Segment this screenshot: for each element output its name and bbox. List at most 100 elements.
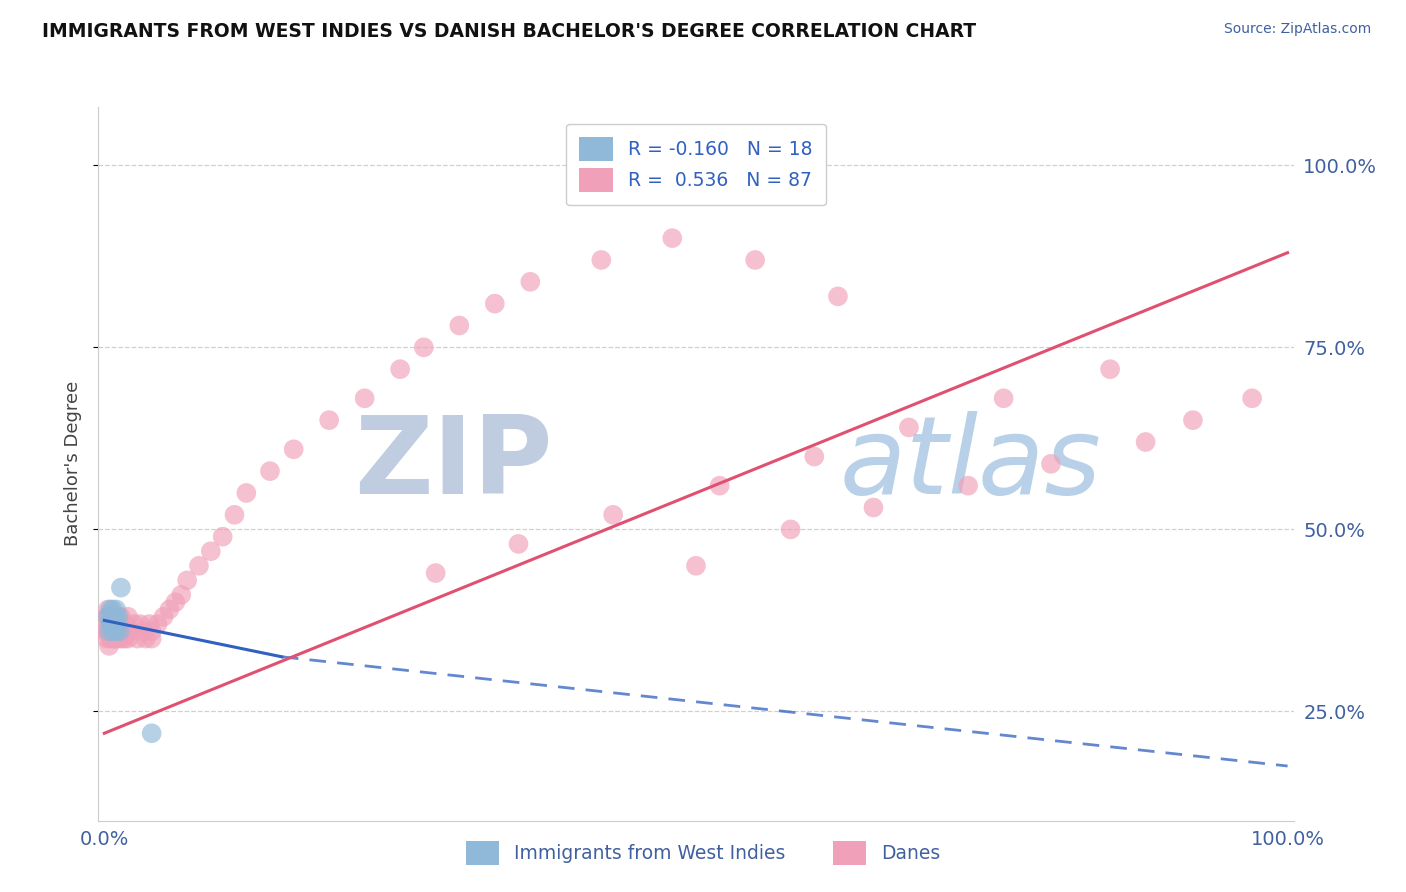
Point	[108, 617, 131, 632]
Point	[98, 639, 121, 653]
Point	[114, 617, 136, 632]
Point	[661, 231, 683, 245]
Point	[165, 595, 187, 609]
Point	[188, 558, 211, 573]
Point	[114, 632, 136, 646]
Point	[98, 609, 121, 624]
Point	[135, 632, 157, 646]
Point	[107, 609, 129, 624]
Point	[105, 609, 128, 624]
Point	[108, 624, 131, 639]
Point	[105, 632, 128, 646]
Point	[1181, 413, 1204, 427]
Text: Source: ZipAtlas.com: Source: ZipAtlas.com	[1223, 22, 1371, 37]
Point	[100, 617, 122, 632]
Point	[484, 296, 506, 310]
Point	[107, 617, 129, 632]
Point	[103, 632, 125, 646]
Point	[170, 588, 193, 602]
Point	[141, 632, 163, 646]
Point	[744, 252, 766, 267]
Point	[98, 624, 121, 639]
Point	[96, 609, 118, 624]
Point	[318, 413, 340, 427]
Point	[101, 624, 124, 639]
Point	[127, 632, 149, 646]
Point	[96, 632, 118, 646]
Point	[508, 537, 530, 551]
Point	[112, 624, 135, 639]
Point	[104, 617, 127, 632]
Point	[103, 617, 125, 632]
Point	[122, 617, 145, 632]
Point	[111, 632, 134, 646]
Point	[141, 624, 163, 639]
Point	[100, 617, 122, 632]
Point	[993, 392, 1015, 406]
Point	[146, 617, 169, 632]
Point	[709, 478, 731, 492]
Point	[97, 624, 120, 639]
Point	[1135, 435, 1157, 450]
Point	[827, 289, 849, 303]
Point	[97, 602, 120, 616]
Point	[138, 617, 160, 632]
Point	[100, 609, 122, 624]
Point	[98, 617, 121, 632]
Point	[98, 632, 121, 646]
Point	[449, 318, 471, 333]
Point	[104, 624, 127, 639]
Point	[519, 275, 541, 289]
Point	[685, 558, 707, 573]
Point	[101, 609, 124, 624]
Point	[104, 609, 127, 624]
Point	[591, 252, 613, 267]
Text: atlas: atlas	[839, 411, 1101, 516]
Point	[111, 617, 134, 632]
Point	[97, 617, 120, 632]
Point	[128, 617, 150, 632]
Point	[211, 530, 233, 544]
Point	[103, 609, 125, 624]
Point	[101, 602, 124, 616]
Point	[117, 609, 139, 624]
Point	[353, 392, 375, 406]
Point	[283, 442, 305, 457]
Point	[98, 609, 121, 624]
Point	[803, 450, 825, 464]
Legend: R = -0.160   N = 18, R =  0.536   N = 87: R = -0.160 N = 18, R = 0.536 N = 87	[567, 124, 825, 205]
Point	[98, 624, 121, 639]
Point	[105, 624, 128, 639]
Point	[105, 617, 128, 632]
Point	[103, 609, 125, 624]
Point	[97, 609, 120, 624]
Point	[101, 632, 124, 646]
Point	[103, 617, 125, 632]
Point	[957, 478, 980, 492]
Point	[132, 624, 155, 639]
Point	[235, 486, 257, 500]
Point	[862, 500, 884, 515]
Point	[152, 609, 174, 624]
Point	[120, 624, 142, 639]
Point	[157, 602, 180, 616]
Point	[98, 602, 121, 616]
Point	[224, 508, 246, 522]
Legend: Immigrants from West Indies, Danes: Immigrants from West Indies, Danes	[453, 828, 953, 878]
Point	[259, 464, 281, 478]
Point	[105, 624, 128, 639]
Point	[412, 340, 434, 354]
Point	[176, 574, 198, 588]
Point	[98, 617, 121, 632]
Point	[110, 581, 132, 595]
Text: IMMIGRANTS FROM WEST INDIES VS DANISH BACHELOR'S DEGREE CORRELATION CHART: IMMIGRANTS FROM WEST INDIES VS DANISH BA…	[42, 22, 976, 41]
Point	[141, 726, 163, 740]
Point	[897, 420, 920, 434]
Text: ZIP: ZIP	[354, 411, 553, 516]
Point	[389, 362, 412, 376]
Point	[602, 508, 624, 522]
Point	[94, 624, 117, 639]
Y-axis label: Bachelor's Degree: Bachelor's Degree	[65, 381, 83, 547]
Point	[110, 609, 132, 624]
Point	[100, 624, 122, 639]
